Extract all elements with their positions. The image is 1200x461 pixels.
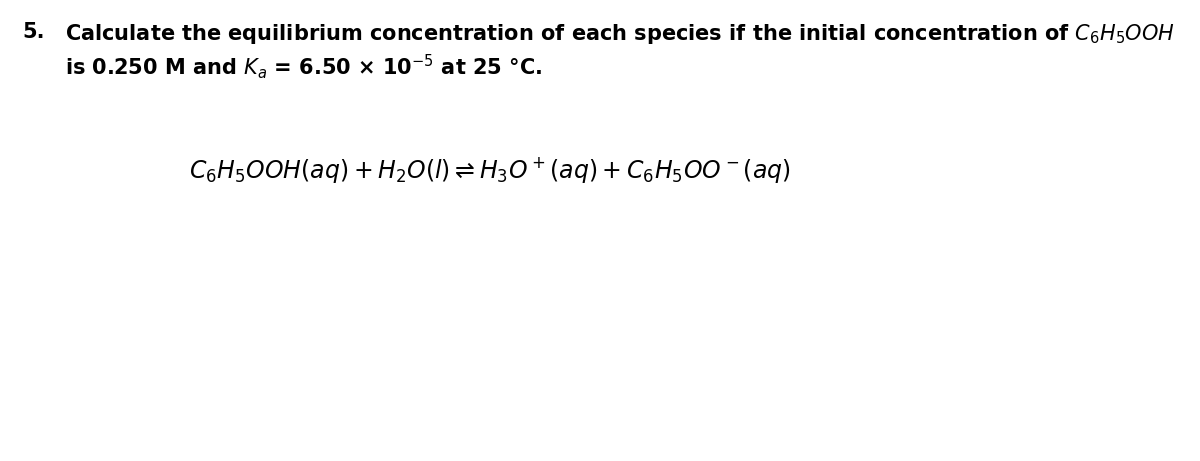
- Text: is 0.250 M and $\mathit{K_a}$ = 6.50 × 10$^{-5}$ at 25 °C.: is 0.250 M and $\mathit{K_a}$ = 6.50 × 1…: [65, 52, 542, 81]
- Text: 5.: 5.: [22, 22, 44, 42]
- Text: $C_6H_5OOH(aq) + H_2O(l) \rightleftharpoons H_3O^+(aq) + C_6H_5OO^-(aq)$: $C_6H_5OOH(aq) + H_2O(l) \rightleftharpo…: [190, 155, 791, 185]
- Text: Calculate the equilibrium concentration of each species if the initial concentra: Calculate the equilibrium concentration …: [65, 22, 1175, 46]
